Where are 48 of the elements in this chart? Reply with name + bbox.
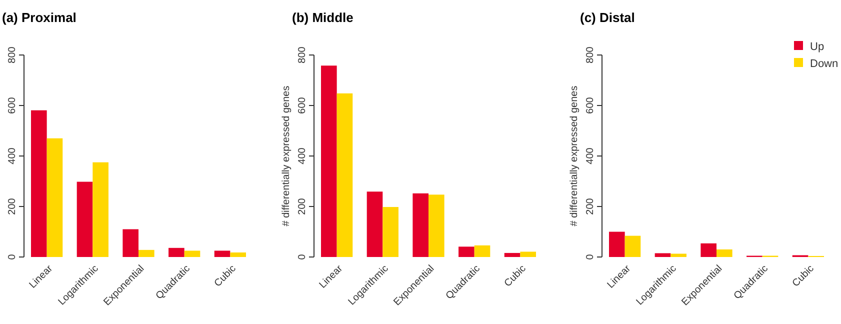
bar xyxy=(138,250,154,257)
y-tick-label: 600 xyxy=(585,96,596,114)
bar xyxy=(46,138,63,257)
bar xyxy=(336,93,353,257)
bar xyxy=(321,66,337,257)
y-tick-label: 600 xyxy=(297,96,308,114)
y-tick-label: 200 xyxy=(297,198,308,215)
y-tick-label: 800 xyxy=(7,46,18,64)
y-tick-label: 200 xyxy=(585,198,596,215)
bar xyxy=(412,193,428,257)
bar xyxy=(214,250,230,257)
bar xyxy=(474,245,490,257)
y-tick-label: 400 xyxy=(297,147,308,164)
bar xyxy=(654,253,671,257)
bar xyxy=(31,110,47,257)
bar xyxy=(76,182,93,257)
bar xyxy=(716,249,732,257)
y-tick-label: 0 xyxy=(585,254,596,260)
bar xyxy=(458,246,474,257)
bar xyxy=(624,236,641,257)
chart-title: (a) Proximal xyxy=(2,10,76,25)
bar xyxy=(670,254,686,257)
y-axis-title: # differentially expressed genes xyxy=(569,86,580,226)
bar xyxy=(92,162,108,257)
bar xyxy=(122,229,138,257)
y-tick-label: 400 xyxy=(7,147,18,164)
y-tick-label: 400 xyxy=(585,147,596,164)
bar xyxy=(609,232,625,257)
legend-label: Down xyxy=(810,58,838,70)
y-tick-label: 0 xyxy=(7,254,18,260)
chart-title: (b) Middle xyxy=(292,10,354,25)
y-axis-title: # differentially expressed genes xyxy=(281,86,292,226)
bar xyxy=(382,207,398,257)
y-tick-label: 200 xyxy=(7,198,18,215)
y-tick-label: 0 xyxy=(297,254,308,260)
bar xyxy=(366,192,383,257)
bar xyxy=(520,252,536,257)
chart-title: (c) Distal xyxy=(580,10,635,25)
bar xyxy=(168,248,184,257)
bar xyxy=(230,252,246,257)
bar xyxy=(428,194,444,257)
y-tick-label: 800 xyxy=(297,46,308,64)
bar xyxy=(504,252,520,257)
bar xyxy=(184,250,200,257)
y-tick-label: 600 xyxy=(7,96,18,114)
legend-label: Up xyxy=(810,41,824,53)
y-tick-label: 800 xyxy=(585,46,596,64)
bar xyxy=(700,243,716,257)
